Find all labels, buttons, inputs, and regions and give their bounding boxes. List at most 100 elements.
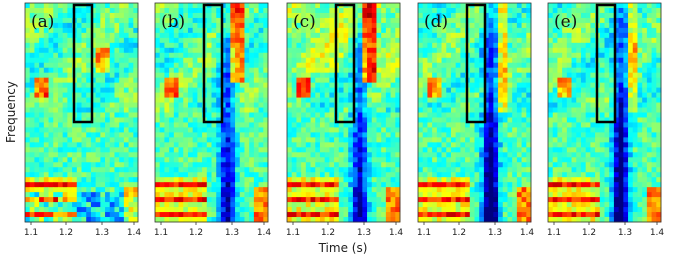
spectrogram-cell — [58, 162, 63, 167]
spectrogram-cell — [647, 137, 652, 142]
spectrogram-cell — [470, 73, 475, 78]
spectrogram-cell — [164, 48, 169, 53]
spectrogram-cell — [446, 78, 451, 83]
spectrogram-cell — [590, 137, 595, 142]
spectrogram-cell — [240, 13, 245, 18]
spectrogram-cell — [119, 142, 124, 147]
spectrogram-cell — [25, 132, 30, 137]
spectrogram-cell — [119, 117, 124, 122]
spectrogram-cell — [193, 207, 198, 212]
spectrogram-cell — [96, 3, 101, 8]
spectrogram-cell — [44, 58, 49, 63]
spectrogram-cell — [376, 142, 381, 147]
spectrogram-cell — [296, 53, 301, 58]
spectrogram-cell — [446, 137, 451, 142]
spectrogram-cell — [183, 177, 188, 182]
spectrogram-cell — [339, 202, 344, 207]
spectrogram-cell — [418, 23, 423, 28]
spectrogram-cell — [320, 212, 325, 217]
spectrogram-cell — [522, 8, 527, 13]
spectrogram-cell — [96, 132, 101, 137]
spectrogram-cell — [105, 117, 110, 122]
spectrogram-cell — [637, 113, 642, 118]
spectrogram-cell — [442, 48, 447, 53]
spectrogram-cell — [503, 172, 508, 177]
spectrogram-cell — [432, 217, 437, 222]
spectrogram-cell — [470, 127, 475, 132]
spectrogram-cell — [179, 202, 184, 207]
spectrogram-cell — [512, 83, 517, 88]
spectrogram-cell — [179, 197, 184, 202]
spectrogram-cell — [287, 117, 292, 122]
spectrogram-cell — [77, 18, 82, 23]
spectrogram-cell — [381, 53, 386, 58]
spectrogram-cell — [465, 127, 470, 132]
spectrogram-cell — [119, 122, 124, 127]
spectrogram-cell — [437, 33, 442, 38]
spectrogram-cell — [221, 142, 226, 147]
spectrogram-cell — [105, 78, 110, 83]
spectrogram-cell — [287, 187, 292, 192]
spectrogram-cell — [446, 103, 451, 108]
spectrogram-cell — [623, 78, 628, 83]
spectrogram-cell — [386, 212, 391, 217]
spectrogram-cell — [475, 132, 480, 137]
spectrogram-cell — [381, 152, 386, 157]
spectrogram-cell — [623, 3, 628, 8]
spectrogram-cell — [619, 108, 624, 113]
spectrogram-cell — [49, 132, 54, 137]
spectrogram-cell — [358, 122, 363, 127]
spectrogram-cell — [221, 192, 226, 197]
spectrogram-cell — [58, 207, 63, 212]
spectrogram-cell — [86, 167, 91, 172]
spectrogram-cell — [235, 33, 240, 38]
spectrogram-cell — [637, 93, 642, 98]
spectrogram-cell — [507, 43, 512, 48]
spectrogram-cell — [344, 83, 349, 88]
spectrogram-cell — [329, 187, 334, 192]
spectrogram-cell — [292, 207, 297, 212]
spectrogram-cell — [344, 113, 349, 118]
spectrogram-cell — [49, 187, 54, 192]
spectrogram-cell — [372, 8, 377, 13]
spectrogram-cell — [381, 127, 386, 132]
spectrogram-cell — [562, 3, 567, 8]
spectrogram-cell — [39, 93, 44, 98]
spectrogram-cell — [96, 177, 101, 182]
spectrogram-cell — [259, 217, 264, 222]
spectrogram-cell — [202, 167, 207, 172]
spectrogram-cell — [301, 202, 306, 207]
spectrogram-cell — [119, 83, 124, 88]
spectrogram-cell — [114, 43, 119, 48]
spectrogram-cell — [512, 53, 517, 58]
spectrogram-cell — [572, 58, 577, 63]
spectrogram-cell — [160, 53, 165, 58]
spectrogram-cell — [376, 3, 381, 8]
spectrogram-cell — [391, 202, 396, 207]
spectrogram-cell — [517, 18, 522, 23]
spectrogram-cell — [460, 68, 465, 73]
spectrogram-cell — [105, 103, 110, 108]
spectrogram-cell — [96, 93, 101, 98]
spectrogram-cell — [212, 132, 217, 137]
spectrogram-cell — [44, 137, 49, 142]
spectrogram-cell — [301, 88, 306, 93]
spectrogram-cell — [296, 113, 301, 118]
spectrogram-cell — [465, 137, 470, 142]
spectrogram-cell — [427, 33, 432, 38]
spectrogram-cell — [58, 73, 63, 78]
spectrogram-cell — [320, 63, 325, 68]
spectrogram-cell — [386, 18, 391, 23]
spectrogram-cell — [296, 83, 301, 88]
spectrogram-cell — [503, 28, 508, 33]
spectrogram-cell — [311, 132, 316, 137]
spectrogram-cell — [548, 103, 553, 108]
spectrogram-cell — [212, 38, 217, 43]
spectrogram-cell — [188, 28, 193, 33]
spectrogram-cell — [609, 28, 614, 33]
spectrogram-cell — [562, 117, 567, 122]
spectrogram-cell — [381, 197, 386, 202]
spectrogram-cell — [164, 182, 169, 187]
spectrogram-cell — [77, 157, 82, 162]
spectrogram-cell — [590, 98, 595, 103]
